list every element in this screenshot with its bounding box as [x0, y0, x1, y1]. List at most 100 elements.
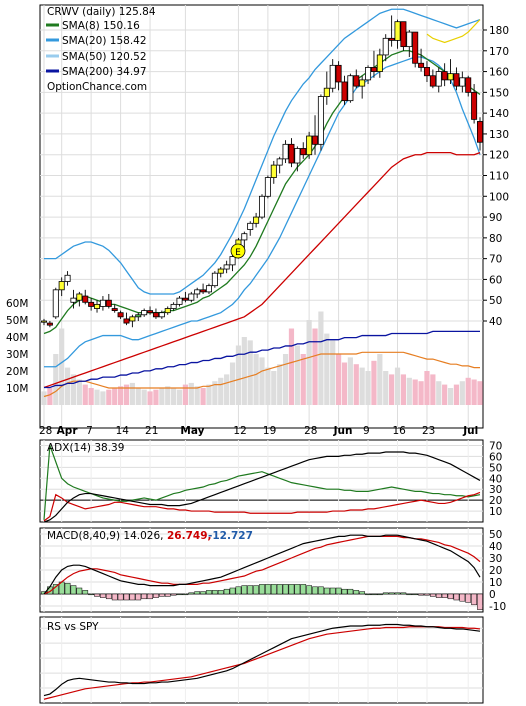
price-tick-label: 110 [489, 171, 509, 183]
candle-body [135, 314, 142, 318]
candle-body [376, 54, 383, 72]
macd-hist-value: -12.727 [208, 530, 253, 542]
candle-body [158, 312, 165, 318]
volume-bar [406, 377, 412, 405]
bollinger-lower-line [44, 56, 481, 368]
adx-title: ADX(14) 38.39 [47, 442, 124, 454]
date-label: 7 [86, 425, 93, 437]
price-tick-label: 60 [489, 274, 502, 286]
volume-tick-label: 60M [6, 298, 28, 310]
macd-histogram-bar [164, 593, 171, 597]
volume-bar [59, 328, 65, 405]
rs-ma-line [43, 626, 481, 700]
macd-histogram-bar [135, 593, 142, 601]
candle-body [335, 64, 342, 83]
volume-tick-label: 30M [6, 349, 28, 361]
macd-tick-label: -10 [489, 601, 506, 613]
volume-bar [412, 379, 418, 405]
candle-body [459, 77, 466, 87]
bollinger-upper-tail [426, 19, 481, 44]
candle-body [105, 299, 112, 307]
macd-histogram-bar [430, 593, 436, 597]
macd-histogram-bar [253, 585, 259, 595]
adx-tick-label: 20 [489, 495, 502, 507]
date-label: Apr [57, 425, 79, 437]
macd-histogram-bar [259, 584, 265, 595]
candle-body [276, 158, 283, 166]
candle-body [217, 268, 224, 274]
macd-histogram-bar [100, 593, 106, 598]
macd-histogram-bar [129, 593, 136, 601]
candle-body [294, 148, 301, 164]
candle-body [312, 135, 319, 145]
date-label: 14 [116, 425, 130, 437]
volume-bar [359, 367, 365, 405]
source-label: OptionChance.com [47, 81, 147, 93]
date-label: 23 [422, 425, 435, 437]
volume-bar [224, 374, 230, 405]
volume-bar [389, 374, 395, 405]
candle-body [329, 64, 336, 89]
volume-bar [300, 354, 306, 405]
volume-bar [436, 381, 442, 405]
macd-histogram-bar [412, 593, 419, 596]
volume-bar [353, 364, 359, 405]
candle-body [347, 75, 354, 102]
volume-sma-line [43, 351, 480, 398]
candle-body [394, 21, 401, 41]
date-label: 19 [263, 425, 276, 437]
price-legend: CRWV (daily) 125.84 SMA(8) 150.16 SMA(20… [46, 6, 156, 93]
candle-body [359, 79, 366, 87]
macd-histogram-bar [359, 591, 366, 595]
volume-bar [424, 371, 430, 405]
volume-bar [247, 340, 253, 405]
candle-body [223, 264, 230, 270]
volume-bar [477, 381, 483, 405]
macd-histogram-bar [82, 590, 89, 595]
price-tick-label: 120 [489, 150, 509, 162]
macd-histogram-bar [382, 592, 389, 595]
macd-histogram-bar [223, 588, 230, 595]
macd-histogram-bar [288, 584, 295, 595]
volume-bar [82, 384, 88, 405]
volume-bar [400, 374, 407, 405]
candle-body [453, 73, 460, 87]
volume-bar [371, 360, 377, 405]
adx-minus-di-line [43, 491, 481, 522]
price-tick-label: 140 [489, 108, 509, 120]
volume-bar [76, 379, 82, 405]
candle-body [370, 67, 377, 72]
volume-tick-label: 40M [6, 332, 28, 344]
candle-body [282, 143, 289, 160]
candle-body [406, 31, 413, 48]
legend-sma200: SMA(200) 34.97 [62, 66, 147, 78]
date-label: 12 [233, 425, 246, 437]
macd-histogram-bar [441, 593, 448, 598]
macd-histogram-bar [294, 584, 301, 595]
date-label: 16 [393, 425, 407, 437]
macd-histogram-bar [282, 584, 289, 595]
candle-body [70, 297, 77, 303]
volume-bar [453, 384, 460, 405]
volume-bar [282, 354, 289, 405]
macd-histogram-bar [318, 586, 324, 595]
volume-bar [253, 354, 259, 405]
volume-bar [141, 389, 147, 405]
rs-panel: RS vs SPY [39, 616, 484, 704]
macd-histogram-bar [365, 593, 371, 596]
volume-bar [306, 320, 312, 405]
candle-body [323, 87, 330, 97]
macd-histogram-bar [406, 593, 413, 596]
volume-bar [442, 384, 448, 405]
volume-bar [430, 374, 436, 405]
candle-body [388, 37, 395, 41]
macd-title: MACD(8,40,9) 14.026, [47, 530, 163, 542]
macd-histogram-bar [153, 593, 159, 598]
candle-body [64, 274, 71, 282]
volume-bar [288, 328, 295, 405]
macd-histogram-bar [435, 593, 442, 598]
macd-tick-label: 30 [489, 553, 502, 565]
volume-bar [318, 311, 324, 405]
